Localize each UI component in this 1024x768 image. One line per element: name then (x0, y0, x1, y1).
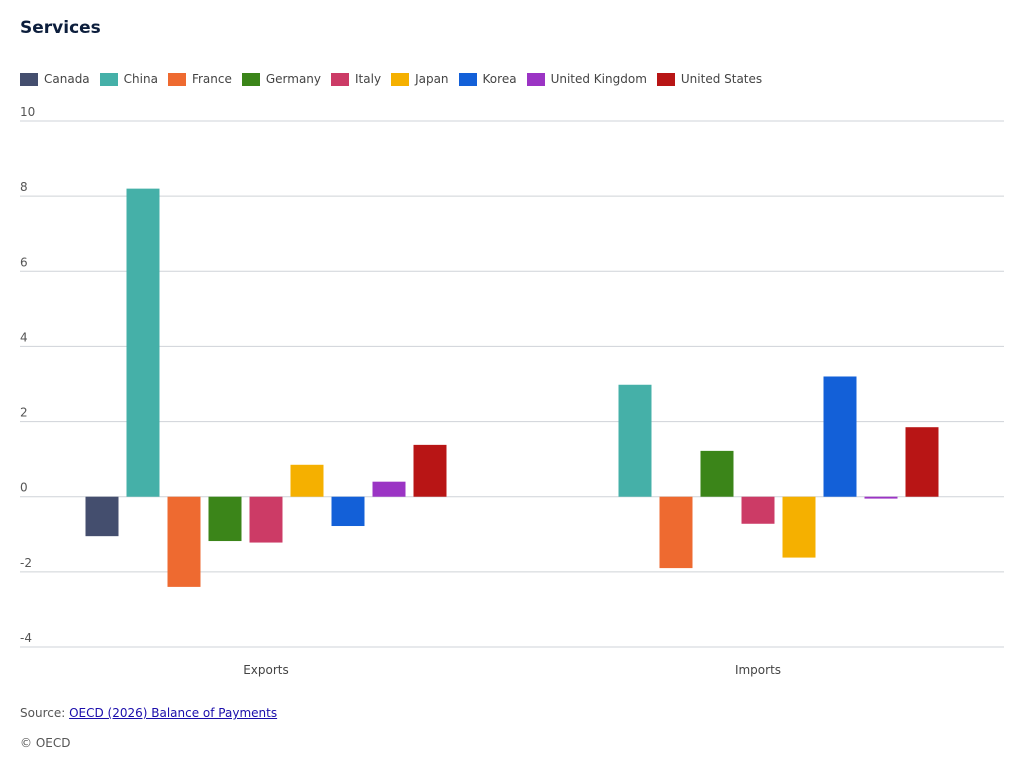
bar (782, 496, 816, 558)
bar (864, 496, 898, 499)
y-tick-label: 0 (20, 481, 28, 495)
bar (659, 496, 693, 569)
bar (905, 427, 939, 497)
legend-item[interactable]: United Kingdom (526, 72, 647, 86)
legend-swatch (331, 72, 350, 86)
bar (413, 444, 447, 497)
legend-item[interactable]: Italy (331, 72, 381, 86)
legend-item[interactable]: Korea (458, 72, 517, 86)
x-category-label: Exports (243, 663, 289, 677)
y-tick-label: -2 (20, 556, 32, 570)
legend-label: France (191, 72, 232, 86)
x-category-label: Imports (735, 663, 781, 677)
legend-swatch (391, 72, 410, 86)
legend-item[interactable]: Japan (391, 72, 449, 86)
bar (85, 496, 119, 537)
legend-swatch (458, 72, 477, 86)
legend: Canada China France Germany Italy Japan Korea U… (20, 72, 772, 86)
legend-swatch (656, 72, 675, 86)
legend-item[interactable]: Germany (241, 72, 322, 86)
bar (290, 464, 324, 497)
y-tick-label: 2 (20, 406, 28, 420)
legend-swatch (526, 72, 545, 86)
legend-label: United States (680, 72, 763, 86)
legend-item[interactable]: France (167, 72, 232, 86)
y-tick-label: 6 (20, 255, 28, 269)
legend-label: United Kingdom (550, 72, 647, 86)
legend-label: Canada (44, 72, 90, 86)
legend-swatch (99, 72, 118, 86)
bar (208, 496, 242, 542)
legend-label: Germany (265, 72, 322, 86)
legend-item[interactable]: China (99, 72, 158, 86)
legend-swatch (20, 72, 38, 86)
source-link[interactable]: OECD (2026) Balance of Payments (69, 706, 278, 720)
bar (331, 496, 365, 527)
bar (167, 496, 201, 587)
source-prefix: Source: (20, 706, 70, 720)
chart-title: Services (20, 18, 101, 38)
legend-swatch (167, 72, 186, 86)
bar (618, 384, 652, 497)
legend-label: Korea (482, 72, 517, 86)
y-tick-label: 10 (20, 105, 35, 119)
copyright: © OECD (20, 736, 71, 750)
bar (249, 496, 283, 543)
bar (126, 188, 160, 497)
legend-item[interactable]: Canada (20, 72, 90, 86)
legend-label: Italy (355, 72, 382, 86)
legend-label: China (123, 72, 158, 86)
y-tick-label: -4 (20, 631, 32, 645)
y-tick-label: 4 (20, 330, 28, 344)
bar (372, 481, 406, 497)
bar (741, 496, 775, 524)
legend-label: Japan (415, 72, 449, 86)
bar (700, 450, 734, 497)
source-line: Source: OECD (2026) Balance of Payments (20, 706, 277, 720)
legend-item[interactable]: United States (656, 72, 763, 86)
legend-swatch (241, 72, 260, 86)
y-tick-label: 8 (20, 180, 28, 194)
bar (823, 376, 857, 497)
